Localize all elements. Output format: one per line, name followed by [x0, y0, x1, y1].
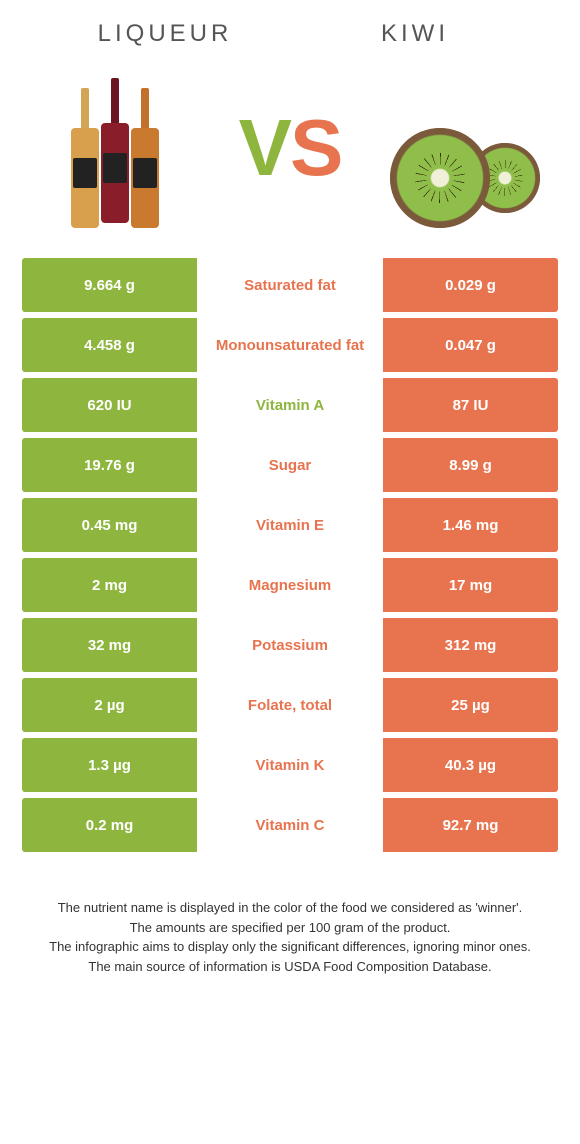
right-value: 40.3 µg [383, 738, 558, 792]
nutrient-row: 19.76 gSugar8.99 g [22, 438, 558, 492]
footnote-line: The main source of information is USDA F… [40, 957, 540, 977]
left-value: 2 µg [22, 678, 197, 732]
left-value: 32 mg [22, 618, 197, 672]
hero-row: VS [0, 58, 580, 258]
nutrient-label: Vitamin A [197, 378, 383, 432]
right-value: 92.7 mg [383, 798, 558, 852]
nutrient-row: 9.664 gSaturated fat0.029 g [22, 258, 558, 312]
nutrient-label: Monounsaturated fat [197, 318, 383, 372]
nutrient-row: 0.45 mgVitamin E1.46 mg [22, 498, 558, 552]
right-value: 8.99 g [383, 438, 558, 492]
nutrient-label: Vitamin C [197, 798, 383, 852]
right-value: 87 IU [383, 378, 558, 432]
right-value: 1.46 mg [383, 498, 558, 552]
right-value: 0.029 g [383, 258, 558, 312]
footnote-line: The nutrient name is displayed in the co… [40, 898, 540, 918]
footnote-line: The amounts are specified per 100 gram o… [40, 918, 540, 938]
right-value: 312 mg [383, 618, 558, 672]
nutrient-label: Vitamin K [197, 738, 383, 792]
vs-v: V [239, 103, 290, 192]
nutrient-label: Magnesium [197, 558, 383, 612]
left-value: 1.3 µg [22, 738, 197, 792]
nutrient-row: 1.3 µgVitamin K40.3 µg [22, 738, 558, 792]
kiwi-image [390, 68, 540, 228]
right-value: 25 µg [383, 678, 558, 732]
vs-label: VS [239, 102, 342, 194]
title-left: LIQUEUR [40, 20, 290, 48]
footnotes: The nutrient name is displayed in the co… [0, 858, 580, 976]
footnote-line: The infographic aims to display only the… [40, 937, 540, 957]
left-value: 620 IU [22, 378, 197, 432]
nutrient-row: 4.458 gMonounsaturated fat0.047 g [22, 318, 558, 372]
right-value: 0.047 g [383, 318, 558, 372]
nutrient-table: 9.664 gSaturated fat0.029 g 4.458 gMonoun… [0, 258, 580, 852]
nutrient-row: 2 mgMagnesium17 mg [22, 558, 558, 612]
title-right: KIWI [290, 20, 540, 48]
nutrient-label: Vitamin E [197, 498, 383, 552]
vs-s: S [290, 103, 341, 192]
nutrient-label: Sugar [197, 438, 383, 492]
left-value: 4.458 g [22, 318, 197, 372]
nutrient-row: 620 IUVitamin A87 IU [22, 378, 558, 432]
right-value: 17 mg [383, 558, 558, 612]
nutrient-label: Potassium [197, 618, 383, 672]
liqueur-image [40, 68, 190, 228]
left-value: 9.664 g [22, 258, 197, 312]
header: LIQUEUR KIWI [0, 0, 580, 58]
nutrient-row: 2 µgFolate, total25 µg [22, 678, 558, 732]
nutrient-row: 32 mgPotassium312 mg [22, 618, 558, 672]
left-value: 0.2 mg [22, 798, 197, 852]
nutrient-label: Folate, total [197, 678, 383, 732]
left-value: 19.76 g [22, 438, 197, 492]
left-value: 2 mg [22, 558, 197, 612]
nutrient-label: Saturated fat [197, 258, 383, 312]
left-value: 0.45 mg [22, 498, 197, 552]
nutrient-row: 0.2 mgVitamin C92.7 mg [22, 798, 558, 852]
